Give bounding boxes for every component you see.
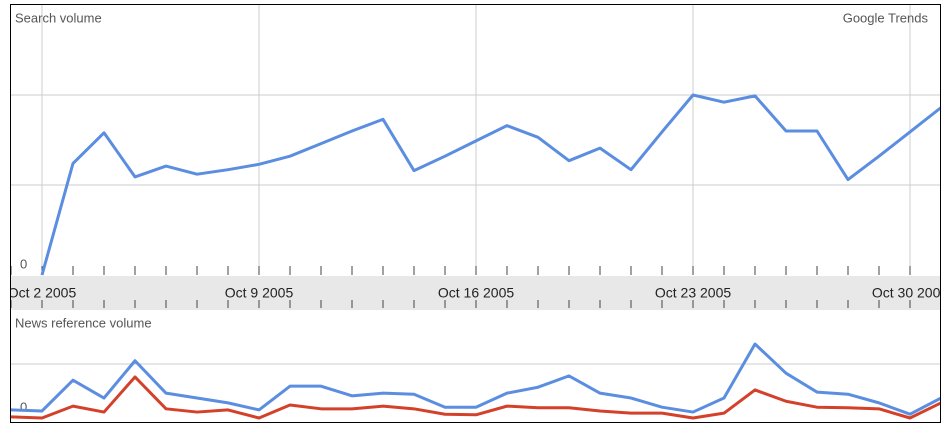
panel-title: News reference volume	[15, 315, 152, 330]
x-tick-label: Oct 2 2005	[8, 285, 77, 301]
x-tick-label: Oct 23 2005	[655, 285, 731, 301]
series-line	[11, 342, 940, 416]
x-tick-label: Oct 16 2005	[438, 285, 514, 301]
y-tick-label: 0	[20, 399, 27, 414]
x-tick-label: Oct 30 2005	[872, 285, 944, 301]
series-line	[11, 375, 940, 420]
x-tick-label: Oct 9 2005	[225, 285, 294, 301]
panel-title: Search volume	[15, 10, 102, 25]
annotation: Google Trends	[843, 10, 929, 25]
y-tick-label: 0	[20, 256, 27, 271]
series-line	[40, 93, 940, 276]
